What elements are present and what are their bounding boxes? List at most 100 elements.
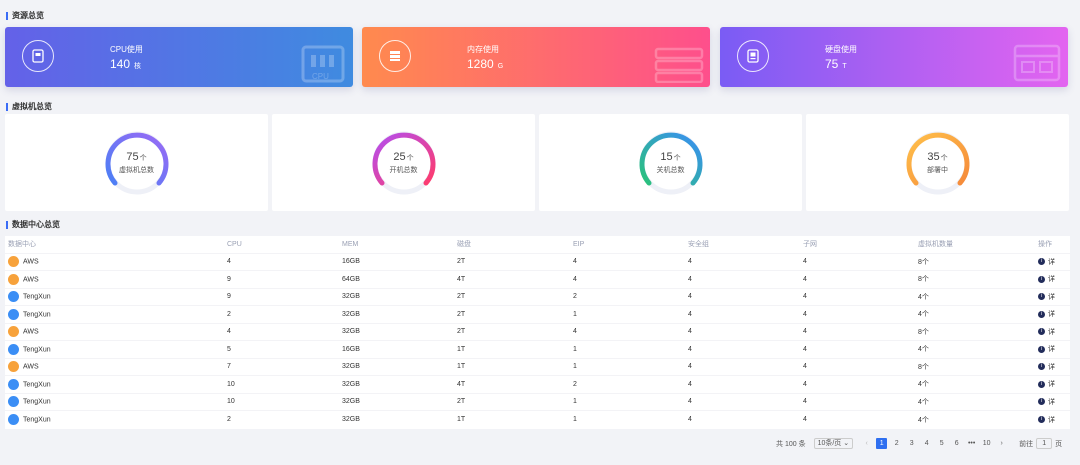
info-icon: i (1038, 398, 1045, 406)
prev-page-icon[interactable]: ‹ (865, 440, 868, 447)
tengxun-cloud-icon (8, 343, 19, 355)
page-number[interactable]: 6 (954, 440, 959, 447)
cell-subnet: 4 (800, 322, 915, 341)
vm-running-panel: 25个 开机总数 (272, 114, 535, 211)
cell-datacenter: TengXun (5, 375, 224, 393)
cell-security-group: 4 (685, 340, 800, 358)
chevron-down-icon: ⌄ (843, 440, 850, 447)
cell-security-group: 4 (685, 270, 800, 288)
detail-link[interactable]: 详 (1048, 416, 1055, 424)
table-header-row: 数据中心 CPU MEM 磁盘 EIP 安全组 子网 虚拟机数量 操作 (5, 236, 1070, 253)
cell-eip: 1 (570, 410, 685, 428)
info-icon: i (1038, 416, 1045, 423)
cell-datacenter: AWS (5, 270, 224, 288)
page-list: 1 2 3 4 5 6 ••• 10 (874, 438, 994, 449)
info-icon: i (1038, 380, 1045, 388)
page-number[interactable]: 4 (924, 440, 929, 447)
vm-running-value: 25个 (393, 151, 414, 163)
cell-disk: 2T (454, 287, 570, 306)
cell-datacenter: AWS (5, 357, 224, 376)
detail-link[interactable]: 详 (1048, 328, 1055, 336)
pagination-total: 共 100 条 (776, 440, 806, 448)
vm-section-title: 虚拟机总览 (6, 103, 52, 111)
cell-disk: 4T (454, 270, 570, 288)
page-number[interactable]: 5 (939, 440, 944, 447)
cell-cpu: 9 (224, 270, 339, 288)
info-icon: i (1038, 310, 1045, 318)
cell-mem: 16GB (339, 252, 454, 271)
cell-cpu: 10 (224, 392, 339, 411)
detail-link[interactable]: 详 (1048, 293, 1055, 301)
vm-stopped-panel: 15个 关机总数 (539, 114, 802, 211)
datacenter-section-title: 数据中心总览 (6, 221, 60, 229)
col-header-vm-count: 虚拟机数量 (918, 241, 953, 249)
page-number[interactable]: 1 (876, 438, 888, 449)
cell-eip: 4 (570, 270, 685, 288)
cell-disk: 2T (454, 392, 570, 411)
datacenter-table: 数据中心 CPU MEM 磁盘 EIP 安全组 子网 虚拟机数量 操作 AWS 4… (5, 236, 1070, 429)
aws-logo-icon (8, 273, 19, 285)
cell-vm-count: 4个 (915, 392, 1035, 411)
detail-link[interactable]: 详 (1048, 363, 1055, 371)
cell-mem: 32GB (339, 410, 454, 428)
col-header-subnet: 子网 (803, 241, 817, 249)
next-page-icon[interactable]: › (1000, 440, 1003, 447)
goto-page-input[interactable]: 1 (1036, 438, 1053, 449)
cell-security-group: 4 (685, 375, 800, 393)
info-icon: i (1038, 363, 1045, 371)
cell-subnet: 4 (800, 410, 915, 428)
cell-disk: 4T (454, 375, 570, 393)
page-ellipsis[interactable]: ••• (967, 440, 976, 447)
cell-vm-count: 4个 (915, 305, 1035, 323)
cell-cpu: 2 (224, 305, 339, 323)
cpu-watermark-icon: CPU (299, 43, 347, 85)
table-row: TengXun 10 32GB 2T 1 4 4 4个 i 详 (5, 392, 1070, 411)
cell-eip: 1 (570, 305, 685, 323)
detail-link[interactable]: 详 (1048, 398, 1055, 406)
tengxun-cloud-icon (8, 291, 19, 303)
cell-vm-count: 8个 (915, 252, 1035, 271)
vm-deploying-label: 部署中 (927, 167, 948, 174)
cell-cpu: 5 (224, 340, 339, 358)
table-row: TengXun 10 32GB 4T 2 4 4 4个 i 详 (5, 375, 1070, 393)
col-header-mem: MEM (342, 240, 359, 248)
detail-link[interactable]: 详 (1048, 381, 1055, 389)
cell-security-group: 4 (685, 252, 800, 271)
cell-eip: 2 (570, 375, 685, 393)
vm-total-panel: 75个 虚拟机总数 (5, 114, 268, 211)
detail-link[interactable]: 详 (1048, 276, 1055, 284)
page-suffix: 页 (1055, 440, 1063, 448)
vm-running-label: 开机总数 (389, 167, 418, 174)
datacenter-name: TengXun (23, 293, 51, 301)
cell-vm-count: 4个 (915, 375, 1035, 393)
page-number[interactable]: 3 (909, 440, 914, 447)
cell-cpu: 10 (224, 375, 339, 393)
cell-security-group: 4 (685, 392, 800, 411)
cell-mem: 32GB (339, 305, 454, 323)
cpu-usage-label: CPU使用 (110, 45, 143, 54)
col-header-actions: 操作 (1038, 241, 1052, 249)
cell-cpu: 9 (224, 287, 339, 306)
page-size-select[interactable]: 10条/页 ⌄ (813, 438, 854, 449)
aws-logo-icon (8, 256, 19, 268)
page-number[interactable]: 10 (982, 440, 991, 447)
datacenter-name: AWS (23, 276, 39, 284)
info-icon: i (1038, 293, 1045, 301)
page-number[interactable]: 2 (894, 440, 899, 447)
detail-link[interactable]: 详 (1048, 346, 1055, 354)
cell-subnet: 4 (800, 340, 915, 358)
memory-usage-label: 内存使用 (467, 45, 499, 54)
detail-link[interactable]: 详 (1048, 258, 1055, 266)
tengxun-cloud-icon (8, 414, 19, 425)
detail-link[interactable]: 详 (1048, 311, 1055, 319)
